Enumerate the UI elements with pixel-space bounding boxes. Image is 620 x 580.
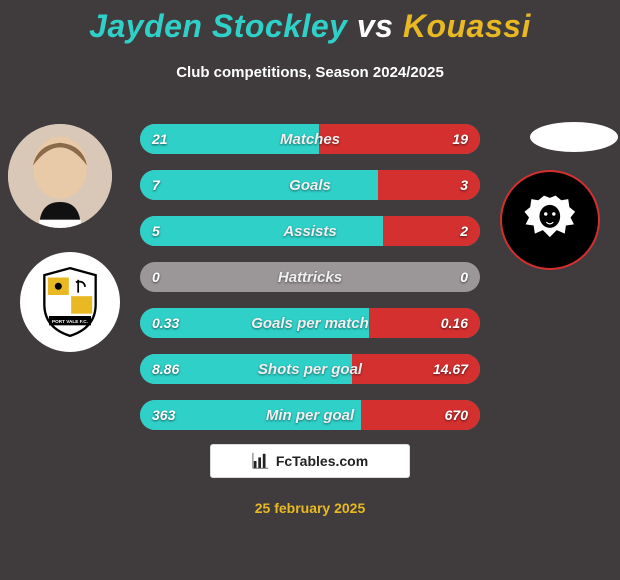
stat-bars: 2119Matches 73Goals 52Assists 00Hattricks 0.… xyxy=(140,124,480,446)
stat-row: 363670Min per goal xyxy=(140,400,480,430)
avatar-icon xyxy=(8,124,112,228)
stat-label: Goals xyxy=(140,177,480,194)
player1-name: Jayden Stockley xyxy=(89,8,347,44)
stat-label: Min per goal xyxy=(140,407,480,424)
stat-row: 73Goals xyxy=(140,170,480,200)
player2-club-badge xyxy=(500,170,600,270)
stat-row: 0.330.16Goals per match xyxy=(140,308,480,338)
club-crest-icon: PORT VALE F.C. xyxy=(35,267,105,337)
subtitle: Club competitions, Season 2024/2025 xyxy=(0,64,620,81)
club-lion-icon xyxy=(521,191,579,249)
stat-row: 52Assists xyxy=(140,216,480,246)
svg-text:PORT VALE F.C.: PORT VALE F.C. xyxy=(52,319,88,324)
vs-label: vs xyxy=(357,8,394,44)
player1-club-badge: PORT VALE F.C. xyxy=(20,252,120,352)
page-title: Jayden Stockley vs Kouassi xyxy=(0,8,620,45)
player2-name: Kouassi xyxy=(403,8,531,44)
stat-label: Hattricks xyxy=(140,269,480,286)
branding-text: FcTables.com xyxy=(276,453,368,469)
stat-row: 2119Matches xyxy=(140,124,480,154)
stat-label: Matches xyxy=(140,131,480,148)
stat-row: 8.8614.67Shots per goal xyxy=(140,354,480,384)
date-label: 25 february 2025 xyxy=(0,500,620,516)
branding-badge: FcTables.com xyxy=(210,444,410,478)
stat-row: 00Hattricks xyxy=(140,262,480,292)
comparison-card: Jayden Stockley vs Kouassi Club competit… xyxy=(0,0,620,580)
player2-photo xyxy=(530,122,618,152)
bar-chart-icon xyxy=(252,452,270,470)
stat-label: Shots per goal xyxy=(140,361,480,378)
player1-photo xyxy=(8,124,112,228)
stat-label: Assists xyxy=(140,223,480,240)
stat-label: Goals per match xyxy=(140,315,480,332)
